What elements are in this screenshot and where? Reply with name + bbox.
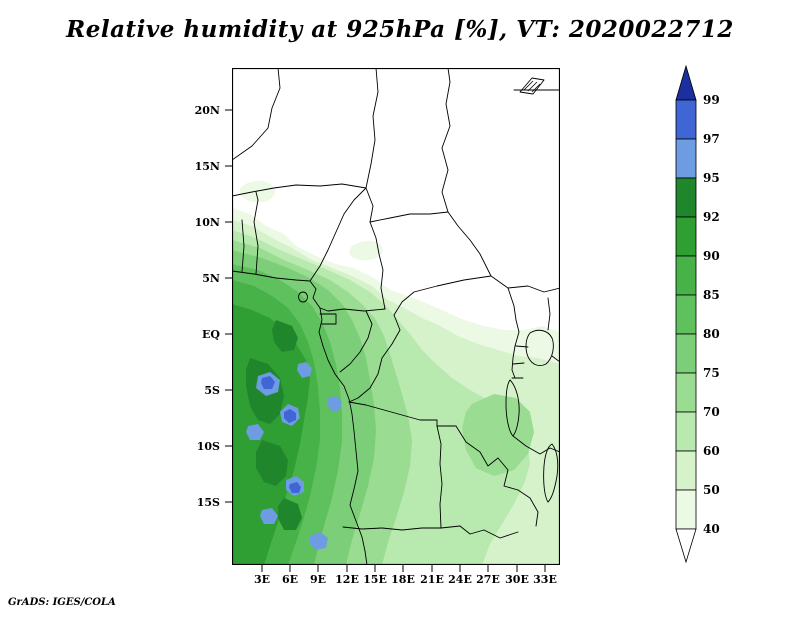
colorbar-segment (675, 255, 697, 296)
colorbar-label: 95 (703, 171, 720, 185)
colorbar-segment (675, 138, 697, 179)
map-borders (232, 68, 560, 565)
lake-nasser-hatch (523, 80, 541, 93)
lon-label: 6E (282, 573, 298, 586)
border-eq-guinea (319, 313, 337, 325)
border-car-sudan (447, 211, 492, 277)
border-togo (241, 219, 245, 273)
colorbar-label: 92 (703, 210, 720, 224)
colorbar-label: 40 (703, 522, 720, 536)
border-algeria-niger (232, 68, 281, 161)
island-outline (298, 291, 308, 303)
border-chad-sudan (441, 68, 451, 213)
colorbar-arrow-bottom (675, 528, 697, 564)
colorbar-label: 97 (703, 132, 720, 146)
border-angola-zambia (436, 425, 443, 529)
colorbar-segment (675, 333, 697, 374)
lon-label: 27E (476, 573, 500, 586)
lat-label: 20N (195, 104, 220, 117)
lon-label: 33E (533, 573, 557, 586)
lon-label: 24E (448, 573, 472, 586)
border-angola-drc (348, 401, 457, 427)
lon-label: 15E (363, 573, 387, 586)
lon-label: 18E (391, 573, 415, 586)
colorbar-segment (675, 411, 697, 452)
colorbar-label: 70 (703, 405, 720, 419)
border-sudan-uganda (490, 275, 560, 293)
colorbar-segment (675, 372, 697, 413)
x-axis-labels: 3E 6E 9E 12E 15E 18E 21E 24E 27E 30E 33E (254, 573, 557, 586)
lat-label: 15S (197, 496, 220, 509)
lat-label: EQ (202, 328, 220, 341)
map-frame (232, 68, 560, 565)
border-drc-uganda-rift (507, 287, 520, 379)
lat-label: 10N (195, 216, 220, 229)
grads-credit: GrADS: IGES/COLA (8, 597, 116, 608)
lake-nasser-outline (519, 77, 545, 95)
colorbar-label: 99 (703, 93, 720, 107)
y-axis-labels: 20N 15N 10N 5N EQ 5S 10S 15S (195, 104, 221, 509)
lon-label: 30E (505, 573, 529, 586)
border-cameroon-south (319, 307, 386, 312)
lat-label: 5S (204, 384, 220, 397)
border-cameroon-east (365, 187, 386, 310)
colorbar-label: 80 (703, 327, 720, 341)
colorbar-label: 50 (703, 483, 720, 497)
lon-label: 12E (335, 573, 359, 586)
colorbar-label: 60 (703, 444, 720, 458)
border-nigeria-cameroon (309, 187, 367, 282)
colorbar-segment (675, 489, 697, 530)
lon-label: 21E (420, 573, 444, 586)
border-tanzania-zambia (512, 435, 560, 455)
x-axis-ticks (261, 565, 546, 572)
colorbar: 99 97 95 92 90 85 80 75 70 60 50 40 (675, 64, 720, 564)
lon-label: 9E (310, 573, 326, 586)
y-axis-ticks (225, 109, 232, 503)
lake-malawi (543, 443, 559, 503)
colorbar-label: 85 (703, 288, 720, 302)
border-car-chad (369, 211, 449, 223)
border-niger-chad (365, 68, 379, 189)
colorbar-segment (675, 294, 697, 335)
border-angola-south (342, 525, 485, 535)
border-kenya (547, 297, 560, 363)
border-sahel-west (232, 183, 367, 197)
border-congo-drc (348, 314, 401, 403)
plot-title: Relative humidity at 925hPa [%], VT: 202… (66, 16, 734, 43)
lake-victoria (525, 329, 554, 366)
colorbar-segment (675, 450, 697, 491)
colorbar-segment (675, 216, 697, 257)
colorbar-arrow-top (675, 64, 697, 101)
lat-label: 10S (197, 440, 220, 453)
colorbar-segment (675, 177, 697, 218)
rh-shade-97-99 (261, 376, 301, 493)
border-car-drc (393, 275, 492, 316)
map-panel (232, 68, 560, 565)
colorbar-label: 90 (703, 249, 720, 263)
border-gabon-congo (339, 310, 373, 373)
border-benin (253, 191, 259, 275)
colorbar-segment (675, 99, 697, 140)
lat-label: 5N (202, 272, 220, 285)
lat-label: 15N (195, 160, 220, 173)
border-southeast (483, 489, 539, 539)
lake-tanganyika (505, 379, 520, 437)
lon-label: 3E (254, 573, 270, 586)
colorbar-label: 75 (703, 366, 720, 380)
border-drc-zambia (455, 425, 519, 491)
rh-shade-92-95 (246, 320, 302, 530)
